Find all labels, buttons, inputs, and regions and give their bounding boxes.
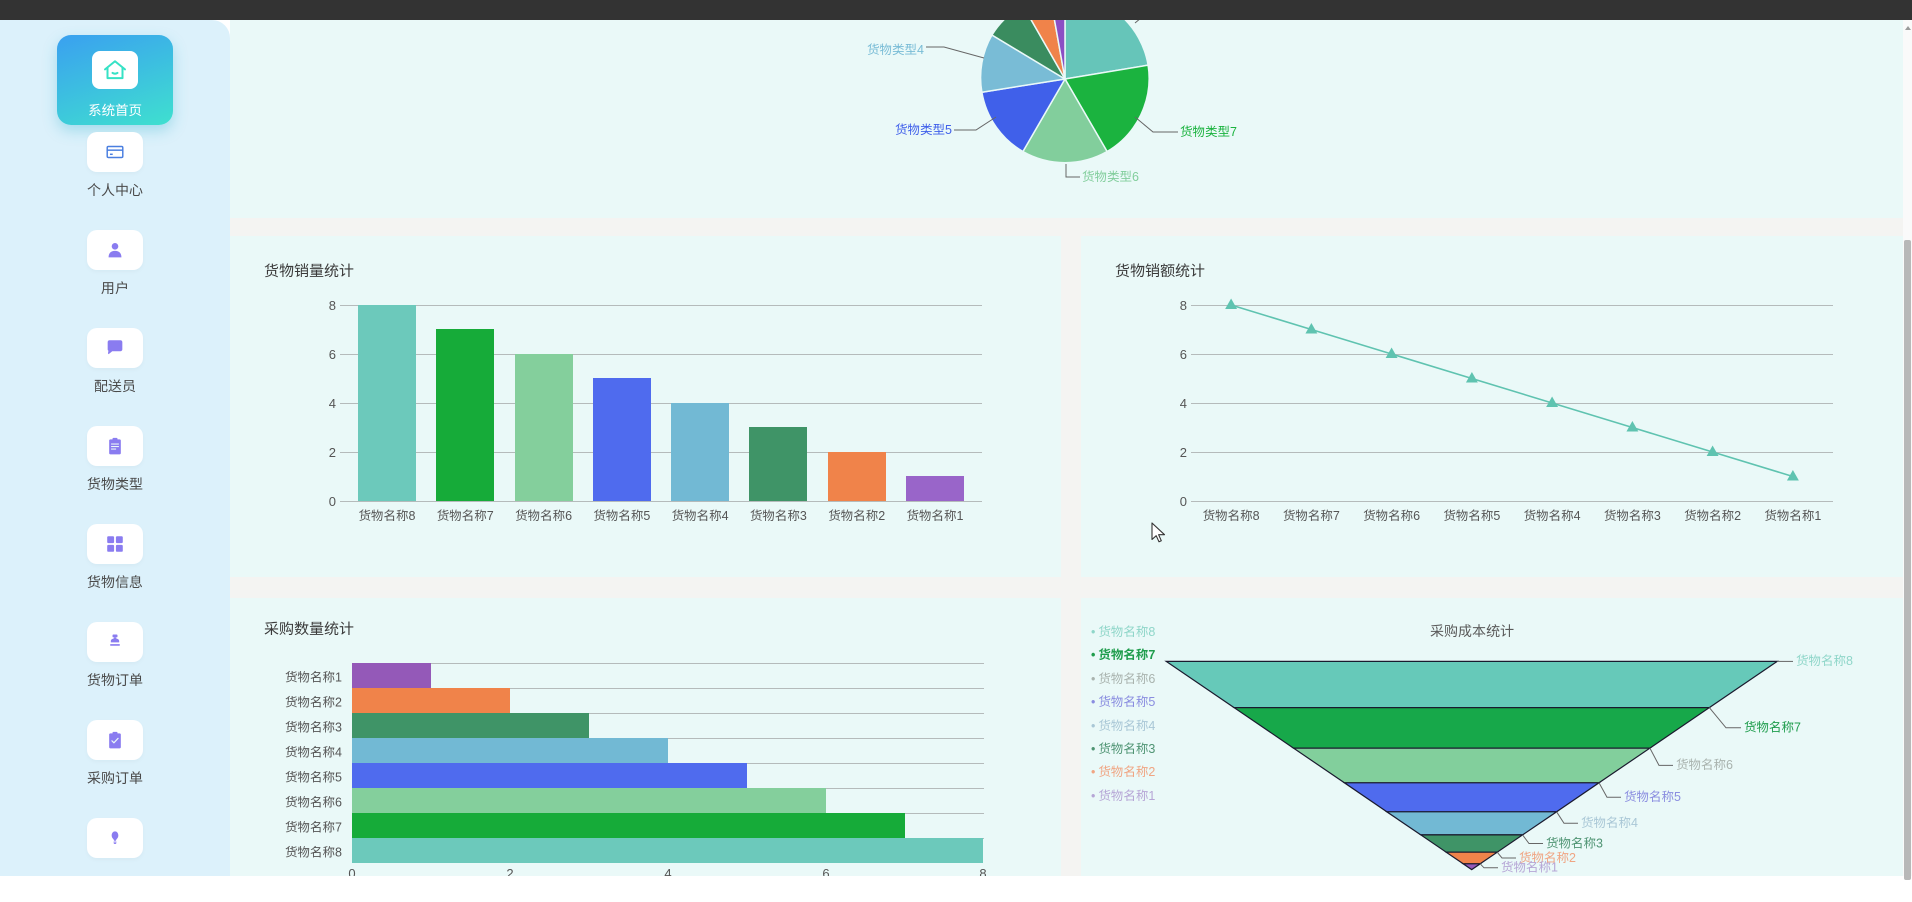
- svg-text:货物名称7: 货物名称7: [1744, 720, 1801, 735]
- svg-text:货物名称4: 货物名称4: [1581, 815, 1638, 830]
- svg-text:货物名称3: 货物名称3: [1546, 836, 1603, 851]
- svg-text:货物类型6: 货物类型6: [1082, 169, 1139, 184]
- svg-text:货物类型7: 货物类型7: [1180, 124, 1237, 139]
- svg-text:货物名称8: 货物名称8: [1796, 653, 1853, 668]
- svg-text:货物名称1: 货物名称1: [1501, 860, 1558, 875]
- svg-text:货物名称5: 货物名称5: [1624, 789, 1681, 804]
- svg-text:货物类型5: 货物类型5: [895, 122, 952, 137]
- svg-text:货物类型4: 货物类型4: [867, 42, 924, 57]
- svg-text:货物名称6: 货物名称6: [1676, 757, 1733, 772]
